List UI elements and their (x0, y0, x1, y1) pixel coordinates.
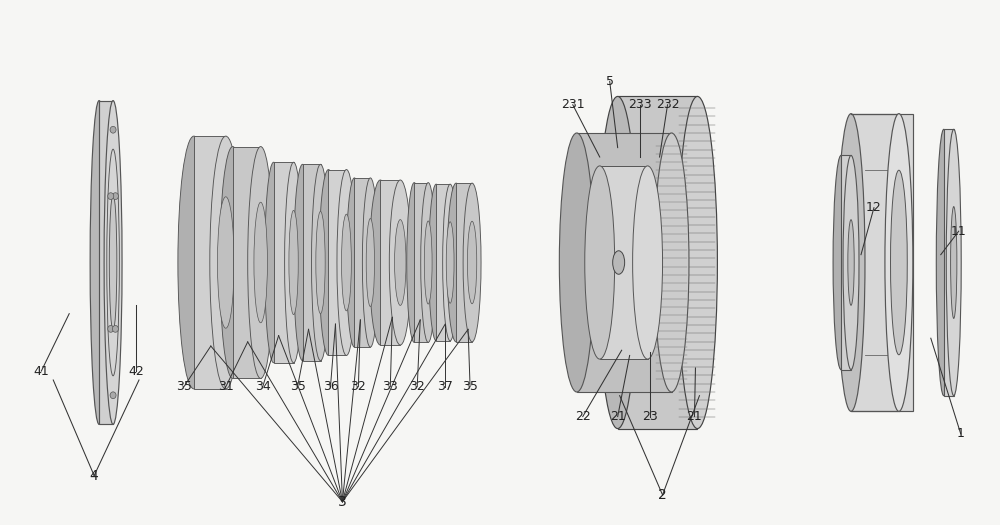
Ellipse shape (90, 101, 108, 424)
Text: 35: 35 (176, 380, 192, 393)
Bar (618, 97, 697, 428)
Ellipse shape (843, 155, 859, 370)
Ellipse shape (362, 178, 378, 347)
Ellipse shape (395, 219, 406, 306)
Ellipse shape (294, 164, 312, 361)
Ellipse shape (467, 221, 477, 304)
Text: 36: 36 (323, 380, 338, 393)
Bar (233, 146, 261, 379)
Bar (354, 178, 370, 347)
Ellipse shape (837, 114, 865, 411)
Bar (851, 114, 913, 411)
Ellipse shape (346, 178, 362, 347)
Ellipse shape (585, 166, 615, 359)
Ellipse shape (559, 133, 594, 392)
Text: 2: 2 (658, 488, 667, 502)
Text: 35: 35 (290, 380, 306, 393)
Ellipse shape (210, 136, 242, 389)
Ellipse shape (316, 212, 325, 313)
Bar (274, 162, 294, 363)
Bar (436, 184, 450, 341)
Text: 34: 34 (255, 380, 271, 393)
Ellipse shape (289, 211, 298, 314)
Ellipse shape (109, 194, 117, 331)
Ellipse shape (248, 146, 274, 379)
Ellipse shape (108, 193, 114, 200)
Text: 231: 231 (561, 98, 585, 111)
Text: 12: 12 (866, 201, 882, 214)
Ellipse shape (443, 184, 458, 341)
Bar (456, 183, 472, 342)
Ellipse shape (429, 184, 444, 341)
Ellipse shape (678, 97, 717, 428)
Ellipse shape (936, 129, 951, 396)
Text: 42: 42 (128, 365, 144, 377)
Ellipse shape (463, 183, 481, 342)
Ellipse shape (848, 219, 854, 306)
Text: 21: 21 (687, 410, 702, 423)
Ellipse shape (108, 326, 114, 332)
Ellipse shape (178, 136, 210, 389)
Ellipse shape (446, 222, 454, 303)
Ellipse shape (885, 114, 913, 411)
Bar (380, 180, 400, 345)
Bar (944, 129, 954, 396)
Text: 22: 22 (575, 410, 591, 423)
Bar (600, 166, 648, 359)
Ellipse shape (110, 392, 116, 398)
Ellipse shape (254, 202, 267, 323)
Ellipse shape (285, 162, 303, 363)
Text: 23: 23 (642, 410, 657, 423)
Ellipse shape (104, 101, 122, 424)
Ellipse shape (312, 164, 329, 361)
Ellipse shape (342, 214, 351, 311)
Ellipse shape (613, 251, 625, 274)
Text: 37: 37 (437, 380, 453, 393)
Bar (841, 155, 851, 370)
Ellipse shape (366, 218, 375, 307)
Ellipse shape (891, 170, 907, 355)
Ellipse shape (337, 170, 356, 355)
Ellipse shape (369, 180, 391, 345)
Bar (303, 164, 320, 361)
Ellipse shape (217, 197, 234, 328)
Bar (194, 136, 226, 389)
Ellipse shape (112, 193, 118, 200)
Ellipse shape (946, 129, 961, 396)
Ellipse shape (265, 162, 283, 363)
Text: 1: 1 (957, 427, 965, 440)
Ellipse shape (633, 166, 663, 359)
Ellipse shape (407, 183, 422, 342)
Bar (577, 133, 672, 392)
Ellipse shape (112, 326, 118, 332)
Ellipse shape (319, 170, 338, 355)
Bar (414, 183, 428, 342)
Ellipse shape (598, 97, 638, 428)
Bar (328, 170, 346, 355)
Ellipse shape (110, 127, 116, 133)
Text: 32: 32 (409, 380, 425, 393)
Text: 31: 31 (218, 380, 234, 393)
Ellipse shape (654, 133, 689, 392)
Text: 5: 5 (606, 75, 614, 88)
Text: 11: 11 (951, 225, 967, 238)
Text: 3: 3 (338, 495, 347, 509)
Ellipse shape (389, 180, 411, 345)
Text: 32: 32 (351, 380, 366, 393)
Ellipse shape (833, 155, 849, 370)
Ellipse shape (220, 146, 246, 379)
Text: 232: 232 (656, 98, 679, 111)
Text: 21: 21 (610, 410, 626, 423)
Text: 35: 35 (462, 380, 478, 393)
Ellipse shape (951, 206, 957, 319)
Ellipse shape (424, 221, 432, 304)
Ellipse shape (421, 183, 436, 342)
Text: 41: 41 (33, 365, 49, 377)
Text: 233: 233 (628, 98, 651, 111)
Text: 33: 33 (382, 380, 398, 393)
Text: 4: 4 (90, 469, 99, 482)
Bar (99, 101, 113, 424)
Ellipse shape (447, 183, 465, 342)
